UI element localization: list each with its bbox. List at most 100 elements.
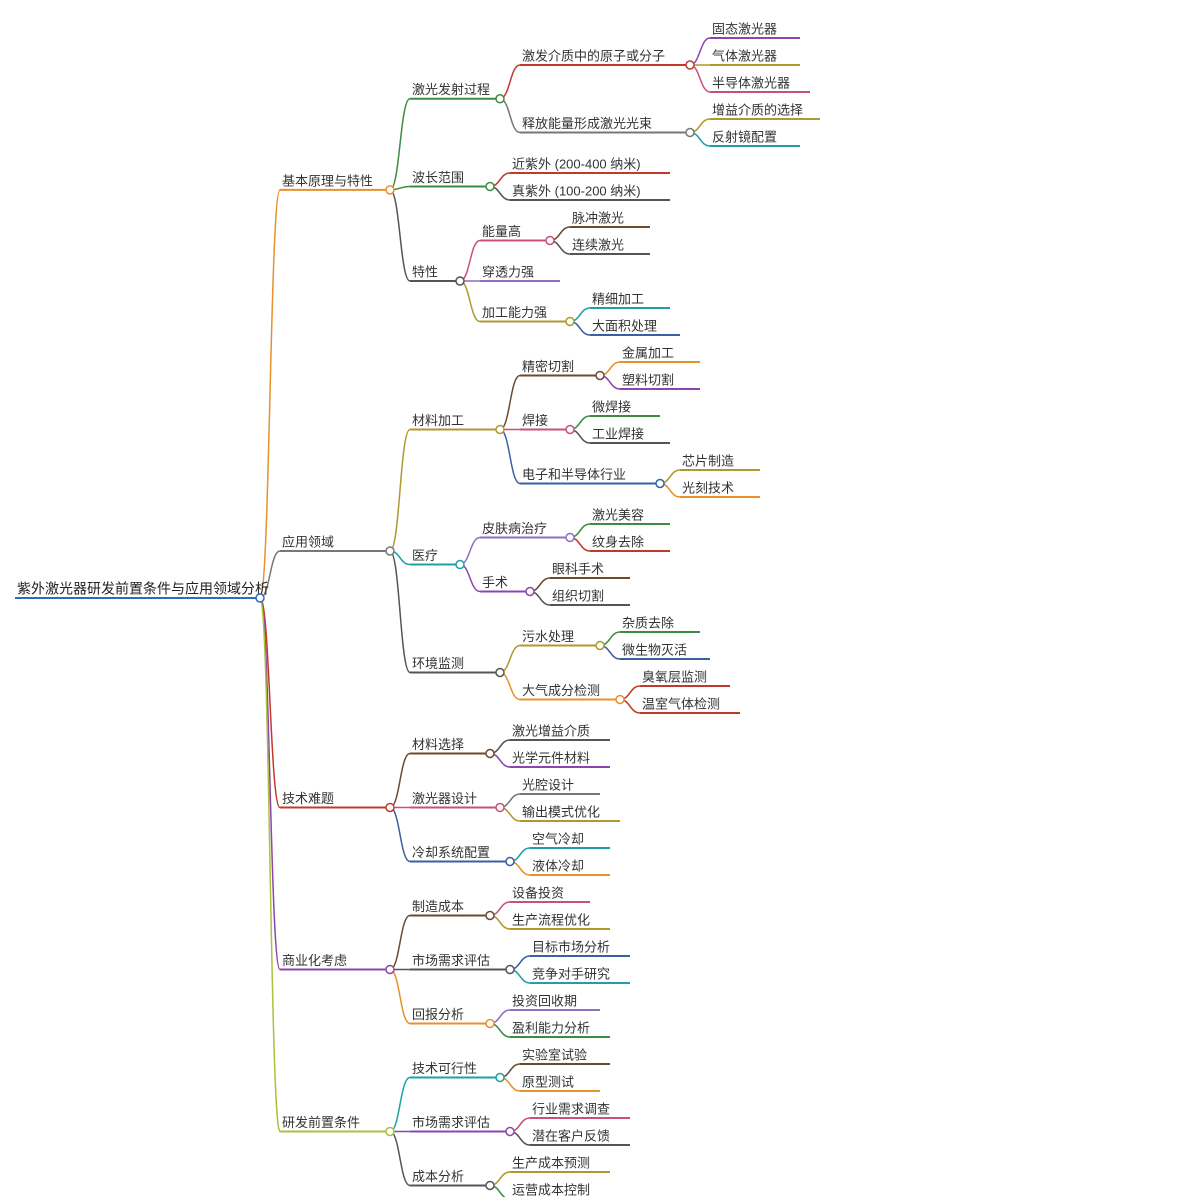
link: [500, 673, 520, 700]
expand-marker: [546, 237, 554, 245]
expand-marker: [596, 372, 604, 380]
expand-marker: [496, 1074, 504, 1082]
node-label: 材料选择: [412, 737, 464, 752]
expand-marker: [526, 588, 534, 596]
node-label: 激光发射过程: [412, 82, 490, 97]
node-label: 手术: [482, 575, 508, 590]
link: [390, 1078, 410, 1132]
link: [500, 430, 520, 484]
link: [260, 598, 280, 1132]
node-label: 制造成本: [412, 899, 464, 914]
expand-marker: [566, 318, 574, 326]
expand-marker: [596, 642, 604, 650]
expand-marker: [456, 561, 464, 569]
link: [460, 538, 480, 565]
node-label: 激光器设计: [412, 791, 477, 806]
link: [500, 376, 520, 430]
expand-marker: [386, 804, 394, 812]
node-label: 臭氧层监测: [642, 669, 707, 684]
node-label: 盈利能力分析: [512, 1020, 590, 1035]
node-label: 电子和半导体行业: [522, 467, 626, 482]
expand-marker: [656, 480, 664, 488]
expand-marker: [486, 750, 494, 758]
node-label: 近紫外 (200-400 纳米): [512, 156, 641, 171]
link: [460, 241, 480, 282]
link: [390, 551, 410, 673]
node-label: 光腔设计: [522, 777, 574, 792]
node-label: 市场需求评估: [412, 953, 490, 968]
node-label: 能量高: [482, 224, 521, 239]
node-label: 成本分析: [412, 1169, 464, 1184]
expand-marker: [496, 804, 504, 812]
link: [390, 190, 410, 281]
node-label: 技术可行性: [412, 1061, 477, 1076]
expand-marker: [686, 129, 694, 137]
node-label: 温室气体检测: [642, 696, 720, 711]
node-label: 投资回收期: [512, 993, 577, 1008]
expand-marker: [386, 966, 394, 974]
link: [260, 598, 280, 970]
node-label: 实验室试验: [522, 1047, 587, 1062]
node-label: 脉冲激光: [572, 210, 624, 225]
node-label: 组织切割: [552, 588, 604, 603]
link: [390, 808, 410, 862]
node-label: 生产成本预测: [512, 1155, 590, 1170]
link: [390, 970, 410, 1024]
expand-marker: [566, 534, 574, 542]
node-label: 基本原理与特性: [282, 173, 373, 188]
node-label: 医疗: [412, 548, 438, 563]
node-label: 芯片制造: [682, 453, 734, 468]
expand-marker: [506, 858, 514, 866]
node-label: 研发前置条件: [282, 1115, 360, 1130]
node-label: 市场需求评估: [412, 1115, 490, 1130]
node-label: 行业需求调查: [532, 1101, 610, 1116]
node-label: 冷却系统配置: [412, 845, 490, 860]
node-label: 金属加工: [622, 345, 674, 360]
node-label: 增益介质的选择: [712, 102, 803, 117]
node-label: 精密切割: [522, 359, 574, 374]
node-label: 大气成分检测: [522, 683, 600, 698]
expand-marker: [616, 696, 624, 704]
node-label: 加工能力强: [482, 305, 547, 320]
node-label: 潜在客户反馈: [532, 1128, 610, 1143]
node-label: 皮肤病治疗: [482, 521, 547, 536]
expand-marker: [566, 426, 574, 434]
node-label: 固态激光器: [712, 21, 777, 36]
link: [500, 646, 520, 673]
link: [390, 916, 410, 970]
link: [690, 65, 710, 92]
node-label: 微焊接: [592, 399, 631, 414]
link: [690, 38, 710, 65]
node-label: 波长范围: [412, 170, 464, 185]
node-label: 竞争对手研究: [532, 966, 610, 981]
node-label: 材料加工: [412, 413, 464, 428]
node-label: 目标市场分析: [532, 939, 610, 954]
node-label: 激光增益介质: [512, 723, 590, 738]
link: [460, 281, 480, 322]
node-label: 真紫外 (100-200 纳米): [512, 183, 641, 198]
link: [500, 99, 520, 133]
expand-marker: [486, 1182, 494, 1190]
node-label: 气体激光器: [712, 48, 777, 63]
expand-marker: [486, 1020, 494, 1028]
expand-marker: [496, 95, 504, 103]
node-label: 紫外激光器研发前置条件与应用领域分析: [17, 581, 269, 597]
node-label: 光刻技术: [682, 480, 734, 495]
node-label: 技术难题: [282, 791, 334, 806]
node-label: 液体冷却: [532, 858, 584, 873]
node-label: 塑料切割: [622, 372, 674, 387]
link: [500, 65, 520, 99]
node-label: 应用领域: [282, 534, 334, 549]
expand-marker: [386, 186, 394, 194]
node-label: 特性: [412, 264, 438, 279]
node-label: 激发介质中的原子或分子: [522, 48, 665, 63]
expand-marker: [486, 912, 494, 920]
expand-marker: [686, 61, 694, 69]
expand-marker: [496, 669, 504, 677]
node-label: 回报分析: [412, 1007, 464, 1022]
node-label: 输出模式优化: [522, 804, 600, 819]
link: [460, 565, 480, 592]
expand-marker: [386, 1128, 394, 1136]
node-label: 空气冷却: [532, 831, 584, 846]
node-label: 释放能量形成激光光束: [522, 116, 652, 131]
